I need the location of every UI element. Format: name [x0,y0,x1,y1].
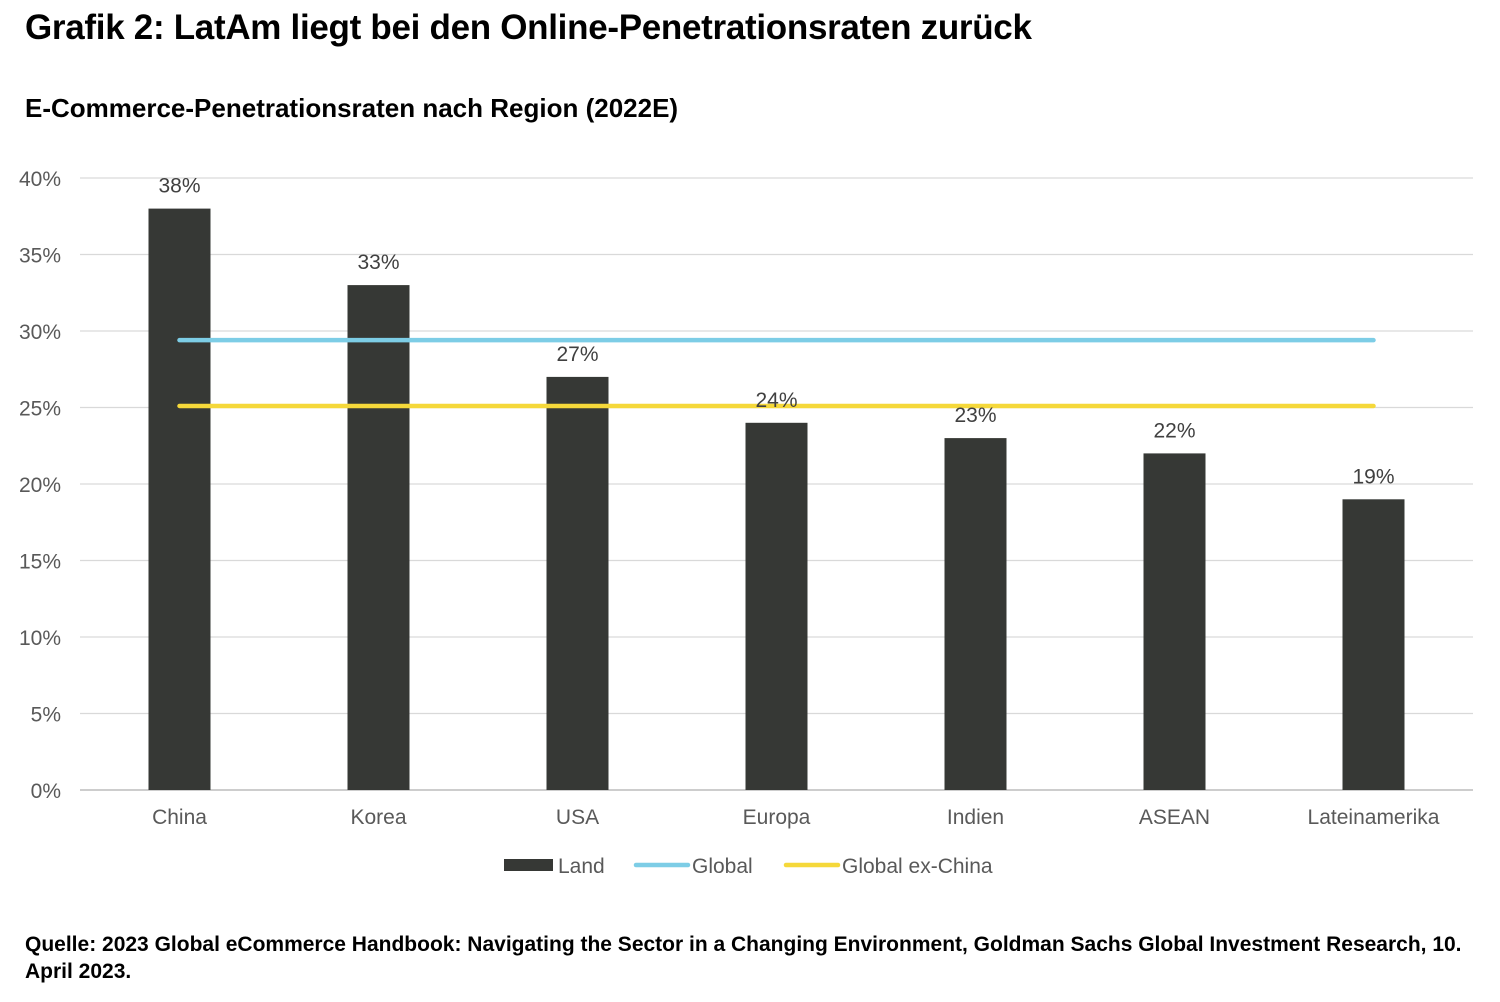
x-tick-label: ASEAN [1139,806,1210,829]
y-tick-label: 30% [19,321,61,344]
y-tick-label: 15% [19,551,61,574]
legend-item-global-ex-china: Global ex-China [783,855,993,878]
x-axis-tick-labels: China Korea USA Europa Indien ASEAN Lateinamer… [152,806,1440,829]
legend: Land Global Global ex-China [504,855,993,878]
x-tick-label: Korea [350,806,406,829]
bars [148,208,1405,791]
data-label: 33% [357,251,399,274]
data-label: 24% [755,389,797,412]
y-tick-label: 35% [19,245,61,268]
legend-swatch [504,859,553,871]
bar-asean [1143,453,1206,790]
legend-item-global: Global [633,855,753,878]
y-tick-label: 20% [19,474,61,497]
source-note: Quelle: 2023 Global eCommerce Handbook: … [25,933,1462,983]
x-tick-label: China [152,806,207,829]
bar-china [148,208,211,791]
data-labels: 38% 33% 27% 24% 23% 22% 19% [158,175,1394,489]
x-tick-label: USA [556,806,599,829]
data-label: 22% [1153,419,1195,442]
bar-chart: 0% 5% 10% 15% 20% 25% 30% 35% 40% 38% 33% 27% 24% 23… [19,168,1473,878]
y-tick-label: 0% [31,780,61,803]
data-label: 23% [954,404,996,427]
bar-indien [944,438,1007,790]
data-label: 19% [1352,465,1394,488]
x-tick-label: Indien [947,806,1004,829]
reference-lines [177,337,1376,409]
legend-item-land: Land [504,855,605,878]
bar-europa [745,422,808,790]
legend-label: Land [558,855,605,878]
data-label: 27% [556,343,598,366]
y-tick-label: 10% [19,627,61,650]
bar-lateinamerika [1342,499,1405,790]
bar-usa [546,376,609,790]
data-label: 38% [158,175,200,198]
y-axis-tick-labels: 0% 5% 10% 15% 20% 25% 30% 35% 40% [19,168,61,803]
legend-label: Global [692,855,753,878]
legend-label: Global ex-China [842,855,993,878]
y-tick-label: 5% [31,704,61,727]
page-title: Grafik 2: LatAm liegt bei den Online-Pen… [25,8,1032,47]
x-tick-label: Europa [743,806,811,829]
y-tick-label: 25% [19,398,61,421]
chart-subtitle: E-Commerce-Penetrationsraten nach Region… [25,93,679,123]
y-tick-label: 40% [19,168,61,191]
bar-korea [347,285,410,790]
x-tick-label: Lateinamerika [1308,806,1440,829]
